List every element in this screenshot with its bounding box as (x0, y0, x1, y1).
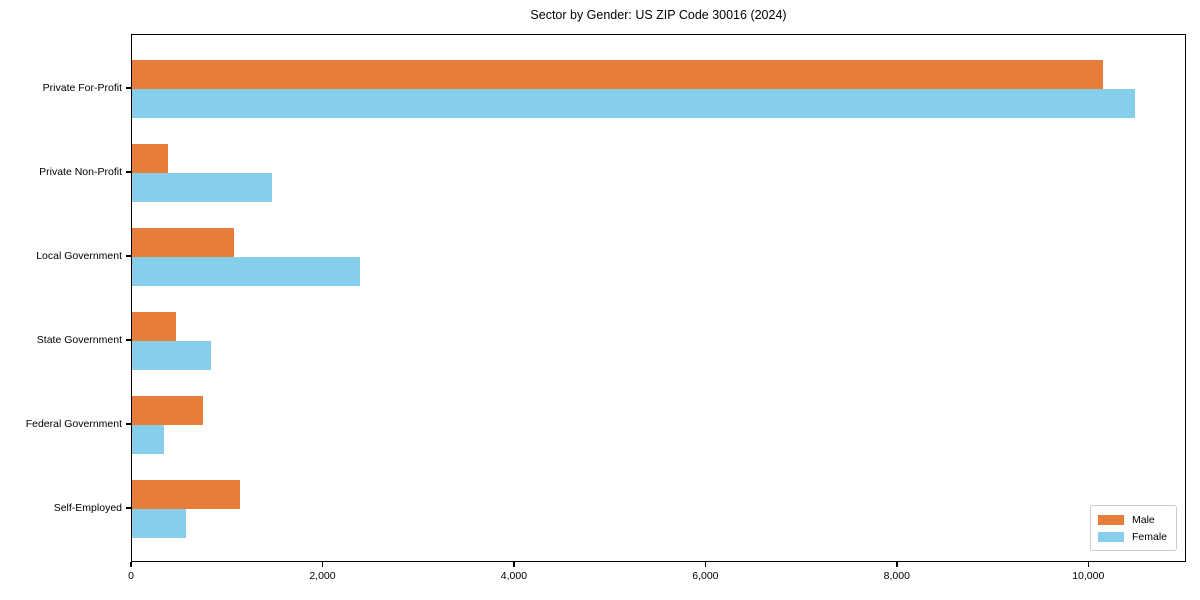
bar-female-2 (132, 257, 360, 286)
bar-female-5 (132, 509, 186, 538)
bar-male-3 (132, 312, 176, 341)
male-swatch (1097, 514, 1124, 525)
xtick-mark-1 (321, 562, 324, 567)
xtick-mark-3 (704, 562, 707, 567)
legend-item-female: Female (1097, 528, 1167, 545)
legend-label-female: Female (1131, 530, 1167, 543)
xtick-label-1: 2,000 (309, 570, 336, 582)
bar-male-0 (132, 60, 1103, 89)
ytick-label-3: State Government (36, 334, 122, 346)
xtick-mark-5 (1087, 562, 1090, 567)
female-swatch (1097, 531, 1124, 542)
ytick-mark-5 (126, 507, 131, 509)
xtick-label-0: 0 (128, 570, 134, 582)
bar-male-5 (132, 480, 240, 509)
xtick-label-2: 4,000 (500, 570, 528, 582)
legend-label-male: Male (1131, 513, 1155, 526)
plot-area: Male Female (131, 34, 1186, 562)
ytick-label-5: Self-Employed (53, 502, 122, 514)
xtick-mark-0 (130, 562, 132, 567)
bar-female-0 (132, 89, 1135, 118)
ytick-label-4: Federal Government (25, 418, 122, 430)
xtick-label-4: 8,000 (883, 570, 910, 582)
xtick-label-3: 6,000 (692, 570, 719, 582)
bar-female-3 (132, 341, 211, 370)
ytick-label-2: Local Government (36, 250, 122, 262)
bar-male-1 (132, 144, 168, 173)
ytick-mark-3 (126, 339, 131, 341)
xtick-mark-2 (513, 562, 515, 567)
ytick-mark-2 (126, 255, 131, 257)
legend: Male Female (1089, 505, 1177, 551)
chart-title: Sector by Gender: US ZIP Code 30016 (202… (530, 8, 787, 22)
xtick-label-5: 10,000 (1072, 570, 1105, 582)
ytick-mark-1 (126, 171, 131, 173)
ytick-label-1: Private Non-Profit (39, 166, 122, 178)
legend-item-male: Male (1097, 511, 1167, 528)
ytick-mark-4 (126, 423, 131, 425)
bar-female-4 (132, 425, 164, 454)
bar-female-1 (132, 173, 272, 202)
bar-male-2 (132, 228, 234, 257)
ytick-label-0: Private For-Profit (42, 82, 122, 94)
ytick-mark-0 (126, 87, 131, 89)
bar-male-4 (132, 396, 203, 425)
xtick-mark-4 (896, 562, 898, 567)
